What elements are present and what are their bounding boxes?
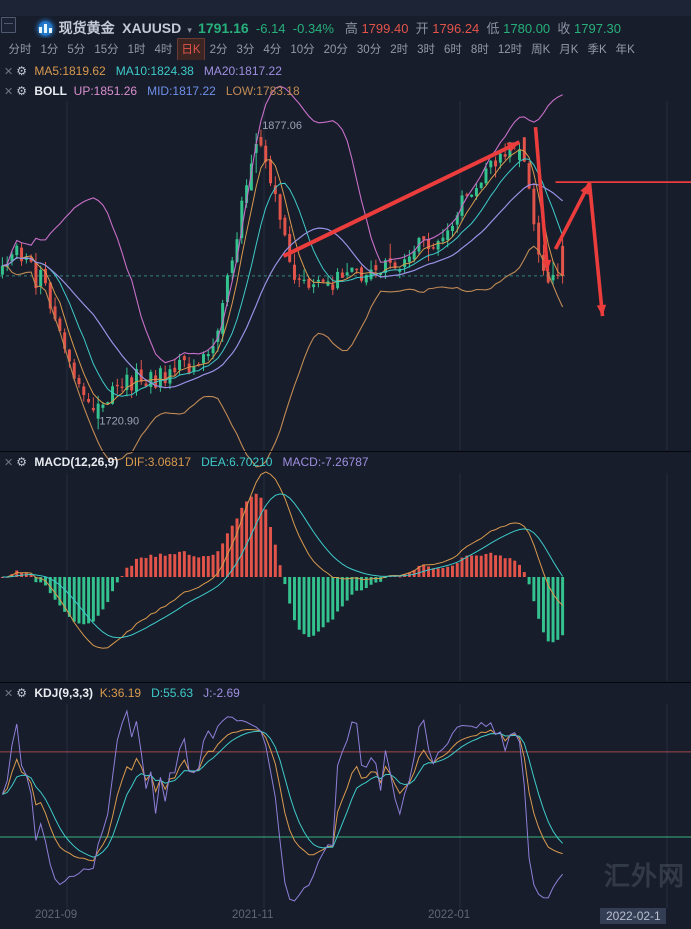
svg-text:1877.06: 1877.06 bbox=[262, 120, 302, 132]
svg-text:1720.90: 1720.90 bbox=[99, 416, 139, 428]
